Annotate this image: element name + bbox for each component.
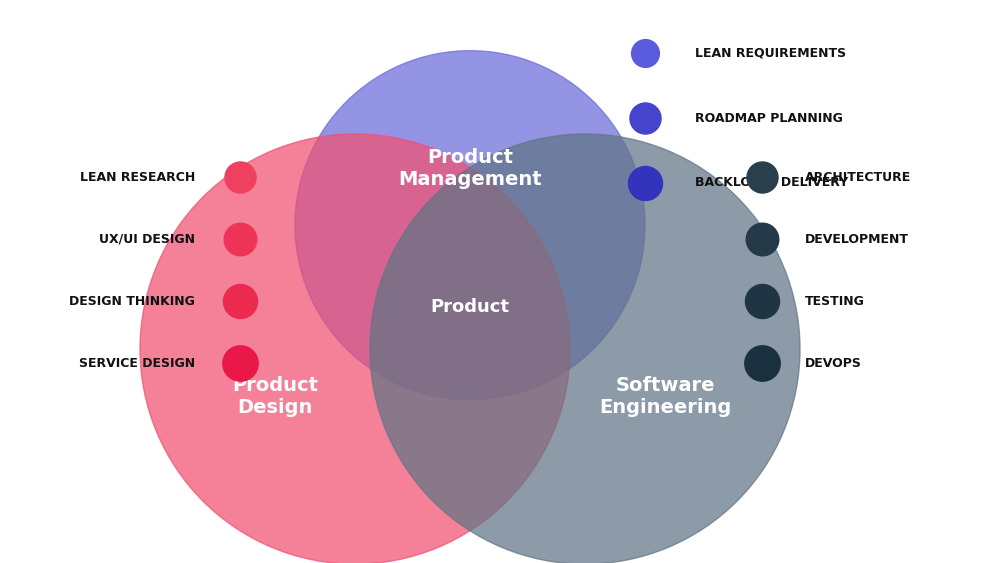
- Text: TESTING: TESTING: [805, 294, 865, 308]
- Text: Product
Design: Product Design: [232, 377, 318, 417]
- Point: [232, 173, 248, 182]
- Text: DESIGN THINKING: DESIGN THINKING: [69, 294, 195, 308]
- Point: [232, 359, 248, 368]
- Text: LEAN RESEARCH: LEAN RESEARCH: [80, 171, 195, 184]
- Point: [754, 359, 770, 368]
- Point: [232, 235, 248, 244]
- Text: Software
Engineering: Software Engineering: [599, 377, 731, 417]
- Text: DEVOPS: DEVOPS: [805, 356, 862, 370]
- Text: Product: Product: [430, 298, 510, 316]
- Text: SERVICE DESIGN: SERVICE DESIGN: [79, 356, 195, 370]
- Point: [754, 297, 770, 306]
- Text: ARCHITECTURE: ARCHITECTURE: [805, 171, 911, 184]
- Text: ROADMAP PLANNING: ROADMAP PLANNING: [695, 111, 843, 125]
- Point: [754, 235, 770, 244]
- Point: [637, 114, 653, 123]
- Point: [754, 173, 770, 182]
- Text: BACKLOG & DELIVERY: BACKLOG & DELIVERY: [695, 176, 848, 190]
- Text: DEVELOPMENT: DEVELOPMENT: [805, 233, 909, 246]
- Ellipse shape: [370, 134, 800, 563]
- Point: [637, 49, 653, 58]
- Ellipse shape: [140, 134, 570, 563]
- Text: UX/UI DESIGN: UX/UI DESIGN: [99, 233, 195, 246]
- Ellipse shape: [295, 51, 645, 400]
- Point: [232, 297, 248, 306]
- Text: LEAN REQUIREMENTS: LEAN REQUIREMENTS: [695, 47, 846, 60]
- Text: Product
Management: Product Management: [398, 149, 542, 189]
- Point: [637, 178, 653, 187]
